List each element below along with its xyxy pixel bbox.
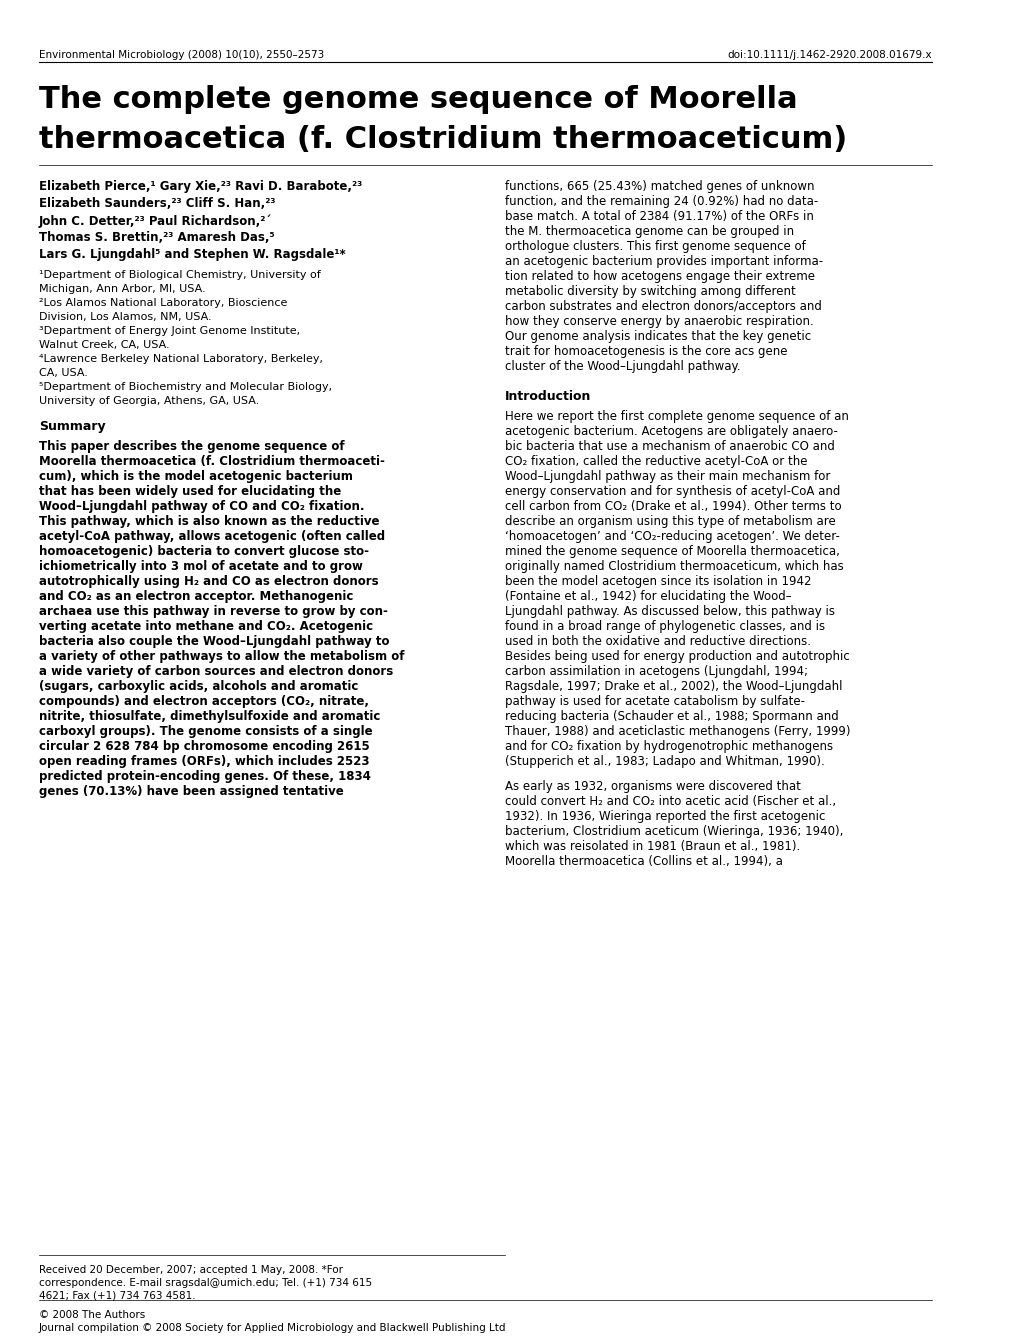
Text: Elizabeth Saunders,²³ Cliff S. Han,²³: Elizabeth Saunders,²³ Cliff S. Han,²³ [39, 197, 275, 210]
Text: cluster of the Wood–Ljungdahl pathway.: cluster of the Wood–Ljungdahl pathway. [504, 360, 740, 373]
Text: Division, Los Alamos, NM, USA.: Division, Los Alamos, NM, USA. [39, 312, 211, 322]
Text: trait for homoacetogenesis is the core acs gene: trait for homoacetogenesis is the core a… [504, 344, 787, 358]
Text: (Stupperich et al., 1983; Ladapo and Whitman, 1990).: (Stupperich et al., 1983; Ladapo and Whi… [504, 754, 823, 768]
Text: originally named Clostridium thermoaceticum, which has: originally named Clostridium thermoaceti… [504, 560, 843, 574]
Text: pathway is used for acetate catabolism by sulfate-: pathway is used for acetate catabolism b… [504, 695, 804, 708]
Text: could convert H₂ and CO₂ into acetic acid (Fischer et al.,: could convert H₂ and CO₂ into acetic aci… [504, 795, 835, 808]
Text: ⁴Lawrence Berkeley National Laboratory, Berkeley,: ⁴Lawrence Berkeley National Laboratory, … [39, 354, 322, 364]
Text: Here we report the first complete genome sequence of an: Here we report the first complete genome… [504, 410, 848, 423]
Text: a wide variety of carbon sources and electron donors: a wide variety of carbon sources and ele… [39, 665, 392, 678]
Text: mined the genome sequence of Moorella thermoacetica,: mined the genome sequence of Moorella th… [504, 545, 839, 557]
Text: open reading frames (ORFs), which includes 2523: open reading frames (ORFs), which includ… [39, 754, 369, 768]
Text: carbon assimilation in acetogens (Ljungdahl, 1994;: carbon assimilation in acetogens (Ljungd… [504, 665, 807, 678]
Text: Introduction: Introduction [504, 390, 591, 403]
Text: describe an organism using this type of metabolism are: describe an organism using this type of … [504, 515, 835, 528]
Text: that has been widely used for elucidating the: that has been widely used for elucidatin… [39, 485, 340, 498]
Text: bacteria also couple the Wood–Ljungdahl pathway to: bacteria also couple the Wood–Ljungdahl … [39, 635, 389, 649]
Text: cell carbon from CO₂ (Drake et al., 1994). Other terms to: cell carbon from CO₂ (Drake et al., 1994… [504, 500, 841, 513]
Text: been the model acetogen since its isolation in 1942: been the model acetogen since its isolat… [504, 575, 810, 588]
Text: The complete genome sequence of Moorella: The complete genome sequence of Moorella [39, 84, 797, 114]
Text: homoacetogenic) bacteria to convert glucose sto-: homoacetogenic) bacteria to convert gluc… [39, 545, 369, 557]
Text: autotrophically using H₂ and CO as electron donors: autotrophically using H₂ and CO as elect… [39, 575, 378, 588]
Text: Michigan, Ann Arbor, MI, USA.: Michigan, Ann Arbor, MI, USA. [39, 284, 205, 293]
Text: Thomas S. Brettin,²³ Amaresh Das,⁵: Thomas S. Brettin,²³ Amaresh Das,⁵ [39, 230, 274, 244]
Text: Wood–Ljungdahl pathway as their main mechanism for: Wood–Ljungdahl pathway as their main mec… [504, 470, 829, 482]
Text: and for CO₂ fixation by hydrogenotrophic methanogens: and for CO₂ fixation by hydrogenotrophic… [504, 740, 833, 753]
Text: Walnut Creek, CA, USA.: Walnut Creek, CA, USA. [39, 340, 169, 350]
Text: (Fontaine et al., 1942) for elucidating the Wood–: (Fontaine et al., 1942) for elucidating … [504, 590, 791, 603]
Text: ³Department of Energy Joint Genome Institute,: ³Department of Energy Joint Genome Insti… [39, 326, 300, 336]
Text: Summary: Summary [39, 419, 105, 433]
Text: bic bacteria that use a mechanism of anaerobic CO and: bic bacteria that use a mechanism of ana… [504, 440, 834, 453]
Text: used in both the oxidative and reductive directions.: used in both the oxidative and reductive… [504, 635, 810, 649]
Text: Received 20 December, 2007; accepted 1 May, 2008. *For: Received 20 December, 2007; accepted 1 M… [39, 1265, 342, 1274]
Text: This paper describes the genome sequence of: This paper describes the genome sequence… [39, 440, 344, 453]
Text: CO₂ fixation, called the reductive acetyl-CoA or the: CO₂ fixation, called the reductive acety… [504, 456, 806, 468]
Text: function, and the remaining 24 (0.92%) had no data-: function, and the remaining 24 (0.92%) h… [504, 196, 817, 208]
Text: found in a broad range of phylogenetic classes, and is: found in a broad range of phylogenetic c… [504, 620, 824, 632]
Text: predicted protein-encoding genes. Of these, 1834: predicted protein-encoding genes. Of the… [39, 770, 370, 783]
Text: Wood–Ljungdahl pathway of CO and CO₂ fixation.: Wood–Ljungdahl pathway of CO and CO₂ fix… [39, 500, 364, 513]
Text: ²Los Alamos National Laboratory, Bioscience: ²Los Alamos National Laboratory, Bioscie… [39, 297, 287, 308]
Text: energy conservation and for synthesis of acetyl-CoA and: energy conservation and for synthesis of… [504, 485, 840, 498]
Text: nitrite, thiosulfate, dimethylsulfoxide and aromatic: nitrite, thiosulfate, dimethylsulfoxide … [39, 710, 380, 724]
Text: compounds) and electron acceptors (CO₂, nitrate,: compounds) and electron acceptors (CO₂, … [39, 695, 369, 708]
Text: correspondence. E-mail sragsdal@umich.edu; Tel. (+1) 734 615: correspondence. E-mail sragsdal@umich.ed… [39, 1278, 372, 1288]
Text: base match. A total of 2384 (91.17%) of the ORFs in: base match. A total of 2384 (91.17%) of … [504, 210, 813, 222]
Text: tion related to how acetogens engage their extreme: tion related to how acetogens engage the… [504, 269, 814, 283]
Text: metabolic diversity by switching among different: metabolic diversity by switching among d… [504, 285, 795, 297]
Text: the M. thermoacetica genome can be grouped in: the M. thermoacetica genome can be group… [504, 225, 793, 239]
Text: Our genome analysis indicates that the key genetic: Our genome analysis indicates that the k… [504, 330, 810, 343]
Text: Elizabeth Pierce,¹ Gary Xie,²³ Ravi D. Barabote,²³: Elizabeth Pierce,¹ Gary Xie,²³ Ravi D. B… [39, 180, 362, 193]
Text: ⁵Department of Biochemistry and Molecular Biology,: ⁵Department of Biochemistry and Molecula… [39, 382, 331, 393]
Text: Journal compilation © 2008 Society for Applied Microbiology and Blackwell Publis: Journal compilation © 2008 Society for A… [39, 1323, 505, 1333]
Text: orthologue clusters. This first genome sequence of: orthologue clusters. This first genome s… [504, 240, 805, 253]
Text: genes (70.13%) have been assigned tentative: genes (70.13%) have been assigned tentat… [39, 785, 343, 799]
Text: thermoacetica (f. Clostridium thermoaceticum): thermoacetica (f. Clostridium thermoacet… [39, 125, 846, 154]
Text: ichiometrically into 3 mol of acetate and to grow: ichiometrically into 3 mol of acetate an… [39, 560, 363, 574]
Text: © 2008 The Authors: © 2008 The Authors [39, 1311, 145, 1320]
Text: carboxyl groups). The genome consists of a single: carboxyl groups). The genome consists of… [39, 725, 372, 738]
Text: how they conserve energy by anaerobic respiration.: how they conserve energy by anaerobic re… [504, 315, 813, 328]
Text: a variety of other pathways to allow the metabolism of: a variety of other pathways to allow the… [39, 650, 404, 663]
Text: Ragsdale, 1997; Drake et al., 2002), the Wood–Ljungdahl: Ragsdale, 1997; Drake et al., 2002), the… [504, 679, 842, 693]
Text: verting acetate into methane and CO₂. Acetogenic: verting acetate into methane and CO₂. Ac… [39, 620, 373, 632]
Text: John C. Detter,²³ Paul Richardson,²´: John C. Detter,²³ Paul Richardson,²´ [39, 214, 272, 228]
Text: carbon substrates and electron donors/acceptors and: carbon substrates and electron donors/ac… [504, 300, 820, 314]
Text: CA, USA.: CA, USA. [39, 369, 88, 378]
Text: acetyl-CoA pathway, allows acetogenic (often called: acetyl-CoA pathway, allows acetogenic (o… [39, 531, 384, 543]
Text: acetogenic bacterium. Acetogens are obligately anaero-: acetogenic bacterium. Acetogens are obli… [504, 425, 837, 438]
Text: which was reisolated in 1981 (Braun et al., 1981).: which was reisolated in 1981 (Braun et a… [504, 840, 799, 854]
Text: archaea use this pathway in reverse to grow by con-: archaea use this pathway in reverse to g… [39, 604, 387, 618]
Text: 1932). In 1936, Wieringa reported the first acetogenic: 1932). In 1936, Wieringa reported the fi… [504, 809, 824, 823]
Text: functions, 665 (25.43%) matched genes of unknown: functions, 665 (25.43%) matched genes of… [504, 180, 813, 193]
Text: an acetogenic bacterium provides important informa-: an acetogenic bacterium provides importa… [504, 255, 822, 268]
Text: Moorella thermoacetica (f. Clostridium thermoaceti-: Moorella thermoacetica (f. Clostridium t… [39, 456, 384, 468]
Text: University of Georgia, Athens, GA, USA.: University of Georgia, Athens, GA, USA. [39, 397, 259, 406]
Text: ¹Department of Biological Chemistry, University of: ¹Department of Biological Chemistry, Uni… [39, 269, 320, 280]
Text: This pathway, which is also known as the reductive: This pathway, which is also known as the… [39, 515, 379, 528]
Text: doi:10.1111/j.1462-2920.2008.01679.x: doi:10.1111/j.1462-2920.2008.01679.x [727, 50, 931, 60]
Text: and CO₂ as an electron acceptor. Methanogenic: and CO₂ as an electron acceptor. Methano… [39, 590, 353, 603]
Text: bacterium, Clostridium aceticum (Wieringa, 1936; 1940),: bacterium, Clostridium aceticum (Wiering… [504, 825, 843, 838]
Text: Thauer, 1988) and aceticlastic methanogens (Ferry, 1999): Thauer, 1988) and aceticlastic methanoge… [504, 725, 850, 738]
Text: cum), which is the model acetogenic bacterium: cum), which is the model acetogenic bact… [39, 470, 353, 482]
Text: Ljungdahl pathway. As discussed below, this pathway is: Ljungdahl pathway. As discussed below, t… [504, 604, 834, 618]
Text: Environmental Microbiology (2008) 10(10), 2550–2573: Environmental Microbiology (2008) 10(10)… [39, 50, 324, 60]
Text: Moorella thermoacetica (Collins et al., 1994), a: Moorella thermoacetica (Collins et al., … [504, 855, 782, 868]
Text: 4621; Fax (+1) 734 763 4581.: 4621; Fax (+1) 734 763 4581. [39, 1290, 196, 1301]
Text: (sugars, carboxylic acids, alcohols and aromatic: (sugars, carboxylic acids, alcohols and … [39, 679, 358, 693]
Text: Besides being used for energy production and autotrophic: Besides being used for energy production… [504, 650, 849, 663]
Text: reducing bacteria (Schauder et al., 1988; Spormann and: reducing bacteria (Schauder et al., 1988… [504, 710, 838, 724]
Text: Lars G. Ljungdahl⁵ and Stephen W. Ragsdale¹*: Lars G. Ljungdahl⁵ and Stephen W. Ragsda… [39, 248, 345, 261]
Text: ‘homoacetogen’ and ‘CO₂-reducing acetogen’. We deter-: ‘homoacetogen’ and ‘CO₂-reducing acetoge… [504, 531, 839, 543]
Text: As early as 1932, organisms were discovered that: As early as 1932, organisms were discove… [504, 780, 800, 793]
Text: circular 2 628 784 bp chromosome encoding 2615: circular 2 628 784 bp chromosome encodin… [39, 740, 369, 753]
